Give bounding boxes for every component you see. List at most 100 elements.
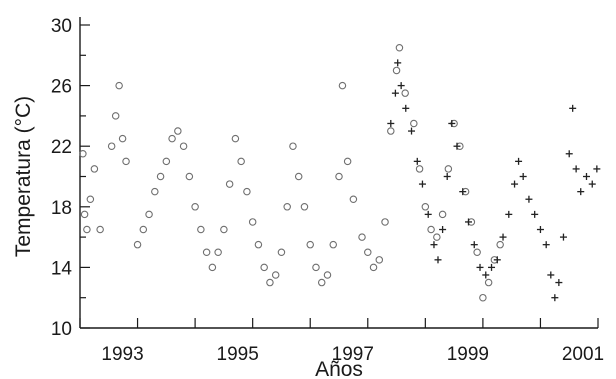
data-point-circle <box>111 112 120 120</box>
data-point-circle <box>387 127 395 135</box>
data-point-circle <box>254 240 263 249</box>
data-point-circle <box>294 172 303 181</box>
data-point-plus <box>439 226 447 234</box>
data-point-circle <box>401 89 409 97</box>
data-point-circle <box>271 271 280 279</box>
data-point-circle <box>289 142 297 150</box>
data-point-plus <box>391 89 399 97</box>
data-point-circle <box>231 134 240 143</box>
data-point-circle <box>168 134 176 143</box>
data-point-circle <box>191 203 199 211</box>
data-point-circle <box>283 203 291 211</box>
data-point-plus <box>577 188 585 196</box>
data-point-circle <box>473 248 481 257</box>
data-point-circle <box>375 256 384 264</box>
data-point-circle <box>484 278 493 287</box>
data-point-circle <box>260 263 268 272</box>
data-point-circle <box>369 263 378 272</box>
data-point-circle <box>151 187 159 196</box>
data-points <box>79 43 601 302</box>
data-point-circle <box>122 157 130 166</box>
data-point-circle <box>392 66 401 75</box>
data-point-plus <box>525 195 533 203</box>
y-axis: 10 14 18 22 26 30 <box>51 16 90 340</box>
data-point-plus <box>555 279 563 287</box>
data-point-circle <box>277 248 286 257</box>
data-point-plus <box>402 104 410 112</box>
data-point-circle <box>438 210 447 219</box>
y-tick-label: 10 <box>51 319 72 340</box>
data-point-plus <box>453 142 461 150</box>
data-point-circle <box>220 225 228 234</box>
data-point-plus <box>499 233 507 241</box>
y-tick-label: 14 <box>51 258 73 279</box>
data-point-circle <box>338 81 347 90</box>
data-point-circle <box>415 165 424 173</box>
data-point-circle <box>335 172 343 181</box>
data-point-circle <box>300 203 309 211</box>
data-point-plus <box>413 157 421 165</box>
data-point-circle <box>96 225 104 234</box>
data-point-circle <box>343 157 352 166</box>
data-point-plus <box>511 180 519 188</box>
data-point-circle <box>197 225 205 234</box>
data-point-plus <box>493 256 501 264</box>
data-point-circle <box>145 210 153 219</box>
y-tick-label: 18 <box>51 198 72 219</box>
data-point-circle <box>444 165 453 173</box>
data-point-circle <box>115 81 123 90</box>
data-point-circle <box>317 278 326 287</box>
y-tick-label: 26 <box>51 77 72 98</box>
data-point-plus <box>448 119 456 127</box>
data-point-plus <box>565 150 573 158</box>
data-point-plus <box>482 271 490 279</box>
data-point-plus <box>542 241 550 249</box>
data-point-circle <box>381 218 389 226</box>
data-point-plus <box>430 241 438 249</box>
data-point-circle <box>162 157 171 166</box>
data-point-plus <box>387 119 395 127</box>
data-point-plus <box>465 218 472 226</box>
data-point-circle <box>139 225 148 234</box>
data-point-circle <box>185 172 194 181</box>
data-point-circle <box>395 43 404 52</box>
data-point-circle <box>496 240 504 249</box>
data-point-circle <box>479 293 487 302</box>
data-point-plus <box>531 210 539 218</box>
data-point-circle <box>329 240 337 249</box>
data-point-circle <box>156 172 165 181</box>
x-tick-label: 1997 <box>332 344 374 365</box>
data-point-circle <box>358 233 366 241</box>
data-point-circle <box>80 210 89 219</box>
data-point-plus <box>551 294 559 302</box>
data-point-circle <box>79 150 87 158</box>
data-point-plus <box>488 263 496 271</box>
data-point-circle <box>248 218 257 226</box>
x-axis: 1993 1995 1997 1999 2001 <box>79 318 604 365</box>
x-axis-label: Años <box>315 358 363 379</box>
data-point-circle <box>323 271 332 279</box>
data-point-circle <box>174 127 182 135</box>
data-point-circle <box>433 233 441 241</box>
data-point-plus <box>515 157 523 165</box>
data-point-plus <box>443 173 451 180</box>
data-point-plus <box>582 173 590 180</box>
data-point-plus <box>434 256 442 264</box>
data-point-circle <box>306 240 314 249</box>
data-point-circle <box>266 278 274 287</box>
data-point-plus <box>470 241 478 249</box>
data-point-plus <box>559 233 567 241</box>
data-point-circle <box>421 203 430 211</box>
data-point-plus <box>536 226 544 234</box>
data-point-circle <box>118 134 127 143</box>
x-tick-label: 1999 <box>447 344 489 365</box>
data-point-circle <box>107 142 116 150</box>
data-point-circle <box>243 187 251 196</box>
data-point-plus <box>547 271 555 279</box>
data-point-circle <box>237 157 245 166</box>
data-point-circle <box>133 240 142 249</box>
data-point-circle <box>410 119 418 128</box>
data-point-plus <box>459 188 467 196</box>
data-point-circle <box>312 263 320 272</box>
x-tick-label: 1993 <box>101 344 143 365</box>
